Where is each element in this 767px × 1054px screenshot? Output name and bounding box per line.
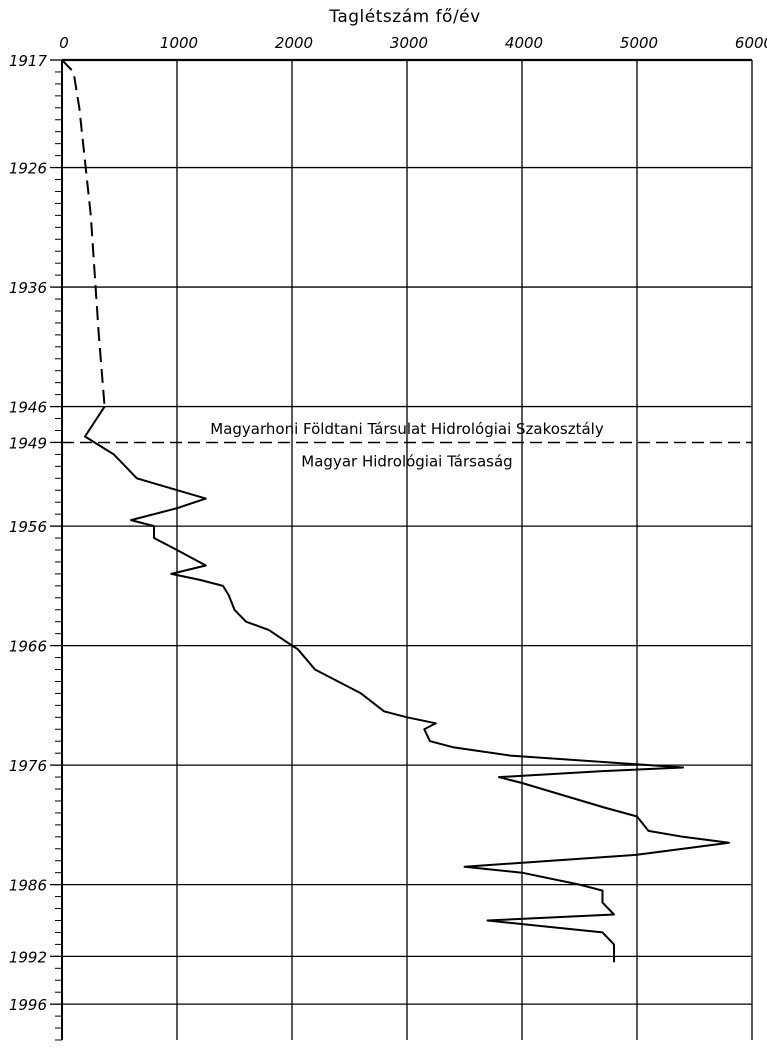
annotation-label: Magyar Hidrológiai Társaság	[301, 452, 512, 470]
x-tick-label: 2000	[275, 34, 313, 52]
x-tick-label: 4000	[505, 34, 543, 52]
y-tick-label: 1992	[9, 948, 47, 966]
y-tick-label: 1949	[9, 434, 47, 452]
series-group	[61, 59, 730, 963]
y-tick-label: 1966	[9, 638, 47, 656]
chart-title: Taglétszám fő/év	[328, 7, 480, 27]
y-tick-label: 1956	[9, 518, 47, 536]
y-tick-label: 1986	[9, 877, 47, 895]
x-axis-ticks: 0 1000 2000 3000 4000 5000 6000	[59, 34, 767, 52]
x-tick-label: 1000	[160, 34, 198, 52]
y-tick-label: 1917	[9, 52, 48, 70]
x-tick-label: 6000	[735, 34, 767, 52]
x-tick-label: 5000	[620, 34, 658, 52]
series-line	[84, 406, 730, 963]
y-tick-label: 1926	[9, 160, 47, 178]
y-tick-label: 1976	[9, 757, 47, 775]
y-axis-ticks: 1917 1926 1936 1946 1949 1956 1966 1976 1986 1992…	[9, 52, 62, 1041]
grid	[61, 58, 753, 1040]
x-tick-label: 3000	[390, 34, 428, 52]
series-line-dashed	[61, 59, 106, 407]
y-tick-label: 1946	[9, 399, 47, 417]
annotations: Magyarhoni Földtani Társulat Hidrológiai…	[210, 420, 604, 470]
x-tick-label: 0	[59, 34, 69, 52]
y-tick-label: 1996	[9, 996, 47, 1014]
annotation-label: Magyarhoni Földtani Társulat Hidrológiai…	[210, 420, 604, 438]
y-tick-label: 1936	[9, 279, 47, 297]
